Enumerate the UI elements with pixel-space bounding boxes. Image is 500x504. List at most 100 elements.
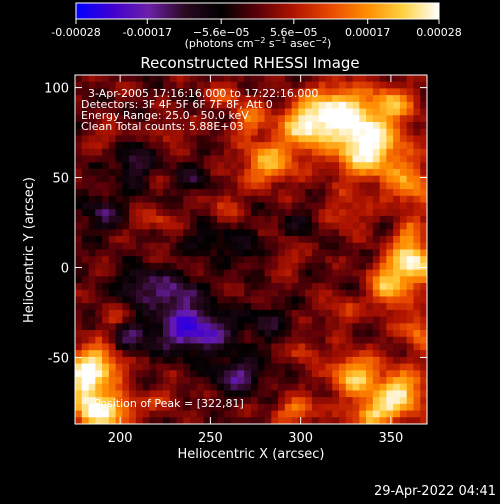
heatmap-cell [217, 101, 225, 110]
heatmap-cell [115, 336, 123, 345]
heatmap-cell [135, 289, 144, 298]
heatmap-cell [332, 148, 340, 157]
heatmap-cell [244, 356, 252, 365]
heatmap-cell [311, 283, 320, 291]
heatmap-cell [210, 182, 218, 190]
heatmap-cell [156, 115, 164, 123]
heatmap-cell [284, 309, 293, 318]
heatmap-cell [163, 249, 171, 257]
heatmap-cell [210, 155, 218, 163]
heatmap-cell [366, 336, 374, 345]
heatmap-cell [386, 370, 394, 378]
heatmap-cell [325, 168, 333, 177]
heatmap-cell [88, 135, 96, 143]
heatmap-cell [230, 377, 239, 385]
heatmap-cell [142, 236, 151, 244]
heatmap-cell [75, 370, 83, 378]
heatmap-cell [95, 417, 103, 424]
heatmap-cell [291, 316, 299, 324]
heatmap-cell [366, 390, 374, 398]
heatmap-cell [149, 249, 157, 257]
heatmap-cell [223, 262, 232, 271]
heatmap-cell [75, 343, 83, 351]
heatmap-cell [88, 115, 96, 123]
heatmap-cell [406, 182, 415, 190]
heatmap-cell [108, 148, 117, 157]
heatmap-cell [379, 276, 387, 284]
heatmap-cell [278, 363, 286, 371]
heatmap-cell [102, 135, 110, 143]
heatmap-cell [129, 390, 137, 398]
heatmap-cell [230, 215, 239, 224]
heatmap-cell [115, 175, 123, 183]
heatmap-cell [230, 155, 239, 163]
heatmap-cell [406, 155, 415, 163]
heatmap-cell [298, 316, 306, 324]
heatmap-cell [95, 289, 103, 298]
heatmap-cell [102, 417, 110, 424]
heatmap-cell [183, 155, 191, 163]
heatmap-cell [210, 296, 218, 304]
heatmap-cell [271, 383, 279, 392]
heatmap-cell [413, 269, 421, 277]
heatmap-cell [379, 323, 387, 331]
heatmap-cell [399, 249, 408, 257]
heatmap-cell [251, 276, 259, 284]
heatmap-cell [210, 356, 218, 365]
heatmap-cell [156, 262, 164, 271]
heatmap-cell [345, 356, 354, 365]
heatmap-cell [230, 115, 239, 123]
heatmap-cell [81, 336, 90, 345]
heatmap-cell [190, 101, 198, 110]
heatmap-cell [284, 383, 293, 392]
heatmap-cell [352, 283, 360, 291]
heatmap-cell [115, 148, 123, 157]
heatmap-cell [264, 128, 272, 136]
heatmap-cell [135, 88, 144, 96]
heatmap-cell [244, 121, 252, 130]
heatmap-cell [325, 343, 333, 351]
heatmap-cell [339, 262, 347, 271]
heatmap-cell [223, 162, 232, 170]
heatmap-cell [135, 249, 144, 257]
heatmap-cell [352, 417, 360, 424]
heatmap-cell [190, 249, 198, 257]
heatmap-cell [345, 81, 354, 90]
heatmap-cell [183, 390, 191, 398]
colorbar-ticks [75, 19, 440, 24]
heatmap-cell [156, 403, 164, 412]
heatmap-cell [291, 135, 299, 143]
heatmap-cell [102, 350, 110, 358]
heatmap-cell [318, 256, 327, 264]
heatmap-cell [311, 289, 320, 298]
heatmap-cell [129, 276, 137, 284]
heatmap-cell [284, 397, 293, 405]
heatmap-cell [359, 323, 367, 331]
heatmap-cell [102, 229, 110, 237]
heatmap-cell [142, 309, 151, 318]
annotation-line: Energy Range: 25.0 - 50.0 keV [81, 109, 249, 122]
heatmap-cell [217, 323, 225, 331]
heatmap-cell [318, 88, 327, 96]
heatmap-cell [217, 249, 225, 257]
heatmap-cell [129, 121, 137, 130]
heatmap-cell [223, 397, 232, 405]
heatmap-cell [230, 222, 239, 230]
heatmap-cell [284, 222, 293, 230]
heatmap-cell [406, 410, 415, 418]
heatmap-cell [251, 202, 259, 210]
heatmap-cell [75, 249, 83, 257]
heatmap-cell [393, 363, 401, 371]
heatmap-cell [399, 350, 408, 358]
heatmap-cell [413, 101, 421, 110]
heatmap-cell [129, 343, 137, 351]
heatmap-cell [135, 115, 144, 123]
heatmap-cell [223, 296, 232, 304]
heatmap-cell [169, 256, 178, 264]
heatmap-cell [393, 276, 401, 284]
heatmap-cell [352, 162, 360, 170]
heatmap-cell [251, 363, 259, 371]
heatmap-cell [339, 350, 347, 358]
heatmap-cell [217, 182, 225, 190]
heatmap-cell [81, 242, 90, 251]
